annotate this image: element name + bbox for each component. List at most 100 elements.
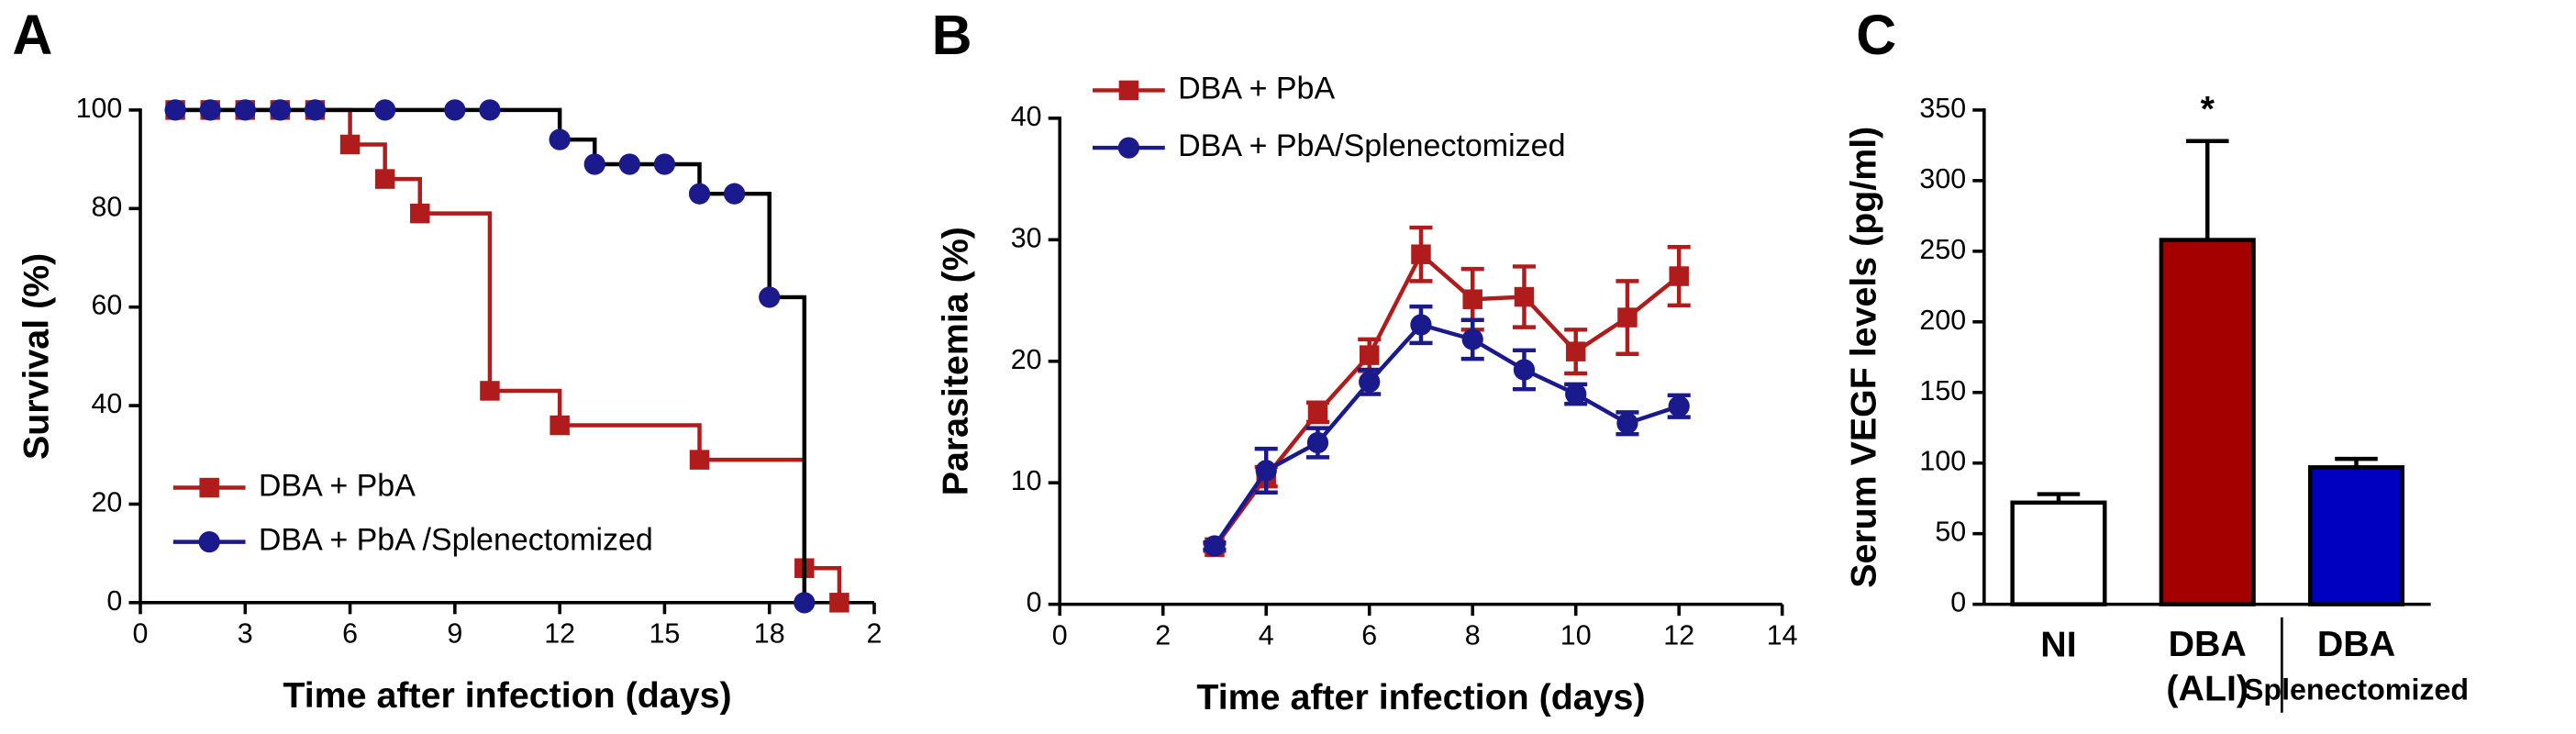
legend-label: DBA + PbA /Splenectomized	[259, 523, 653, 558]
marker	[374, 99, 396, 121]
y-tick-label: 20	[1011, 344, 1042, 375]
series-line	[175, 107, 807, 603]
label-line: DBA	[2317, 625, 2395, 665]
x-tick-label: 6	[1361, 619, 1377, 651]
y-tick-label: 150	[1919, 375, 1966, 406]
y-tick-label: 40	[91, 388, 122, 419]
label-line: DBA	[2169, 625, 2247, 665]
y-tick-label: 100	[76, 93, 123, 124]
x-tick-label: 9	[447, 618, 462, 650]
x-tick-label: DBA (ALI)	[2166, 625, 2248, 709]
label-line: Splenectomized	[2244, 673, 2469, 706]
marker	[1513, 359, 1536, 381]
x-tick-label: 12	[544, 618, 575, 650]
panel-label: B	[932, 4, 972, 66]
y-axis-label: Survival (%)	[16, 253, 56, 460]
marker	[1669, 266, 1689, 286]
marker	[1616, 412, 1638, 434]
label-line: (ALI)	[2166, 669, 2248, 709]
x-tick-label: 0	[1052, 619, 1068, 651]
marker	[410, 203, 430, 224]
marker	[1565, 341, 1586, 361]
legend-label: DBA + PbA/Splenectomized	[1178, 128, 1565, 163]
marker	[164, 99, 186, 121]
y-tick-label: 0	[106, 585, 122, 617]
marker	[199, 99, 221, 121]
legend-label: DBA + PbA	[1178, 71, 1335, 106]
x-tick-label: NI	[2040, 625, 2076, 665]
marker	[1307, 402, 1328, 423]
marker	[759, 286, 781, 308]
legend-label: DBA + PbA	[259, 469, 416, 504]
marker	[234, 99, 256, 121]
marker	[1255, 460, 1277, 482]
marker	[1359, 371, 1381, 393]
y-tick-label: 30	[1011, 222, 1042, 253]
x-tick-label: 2	[1155, 619, 1171, 651]
x-tick-label: DBA Splenectomized	[2244, 625, 2469, 706]
series-line	[1213, 250, 1681, 549]
y-tick-label: 80	[91, 191, 122, 222]
series-line	[1213, 322, 1680, 548]
x-tick-label: 2	[867, 618, 883, 650]
annotation: *	[2201, 89, 2215, 129]
x-tick-label: 12	[1663, 619, 1694, 651]
marker	[689, 450, 710, 470]
y-axis-label: Serum VEGF levels (pg/ml)	[1843, 127, 1883, 588]
marker	[1410, 314, 1432, 336]
y-tick-label: 10	[1011, 465, 1042, 496]
x-tick-label: 6	[342, 618, 358, 650]
bar	[2159, 238, 2256, 606]
y-tick-label: 20	[91, 486, 122, 517]
x-axis-label: Time after infection (days)	[1196, 677, 1645, 717]
marker	[1306, 431, 1329, 454]
legend-marker	[1118, 80, 1139, 101]
bar	[2010, 500, 2107, 606]
y-tick-label: 0	[1027, 587, 1042, 618]
marker	[1411, 244, 1431, 264]
marker	[549, 128, 571, 150]
y-tick-label: 250	[1919, 234, 1966, 265]
marker	[1565, 383, 1587, 406]
marker	[1204, 535, 1226, 557]
marker	[1617, 307, 1638, 328]
x-tick-label: 8	[1465, 619, 1481, 651]
marker	[618, 153, 640, 175]
x-axis-label: Time after infection (days)	[283, 675, 731, 716]
error-bar	[2185, 139, 2229, 240]
marker	[479, 99, 501, 121]
legend-marker	[199, 477, 219, 498]
legend-marker	[1117, 137, 1140, 159]
marker	[339, 134, 361, 155]
bar	[2307, 465, 2405, 606]
y-tick-label: 100	[1919, 446, 1966, 477]
y-tick-label: 50	[1935, 517, 1966, 548]
x-tick-label: 10	[1560, 619, 1592, 651]
marker	[794, 592, 816, 614]
marker	[1359, 345, 1380, 365]
x-tick-label: 0	[133, 618, 149, 650]
panel-label: C	[1856, 4, 1896, 66]
marker	[653, 153, 676, 175]
marker	[829, 593, 849, 613]
marker	[583, 153, 605, 175]
x-tick-label: 18	[754, 618, 785, 650]
y-tick-label: 40	[1011, 101, 1042, 132]
marker	[269, 99, 292, 121]
legend-marker	[198, 530, 220, 553]
x-tick-label: 3	[238, 618, 253, 650]
marker	[1461, 328, 1483, 350]
x-tick-label: 14	[1767, 619, 1798, 651]
marker	[480, 381, 500, 401]
marker	[374, 169, 395, 189]
marker	[1668, 395, 1690, 417]
marker	[1462, 289, 1482, 309]
x-tick-label: 4	[1259, 619, 1274, 651]
x-tick-label: 15	[650, 618, 681, 650]
y-tick-label: 200	[1919, 305, 1966, 336]
y-tick-label: 60	[91, 290, 122, 321]
marker	[723, 183, 746, 205]
marker	[1514, 286, 1535, 307]
y-tick-label: 0	[1950, 587, 1966, 618]
